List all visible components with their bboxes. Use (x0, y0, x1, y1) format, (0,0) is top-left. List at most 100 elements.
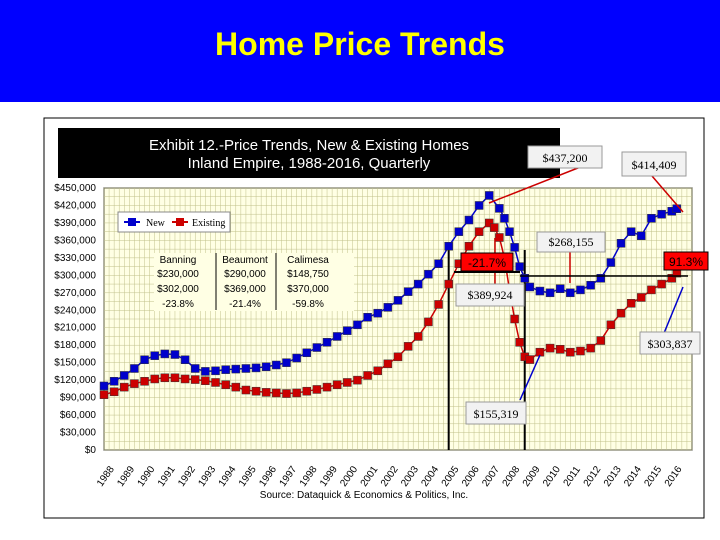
data-point-new (170, 350, 180, 359)
data-point-existing (414, 332, 423, 341)
data-point-new (282, 358, 291, 367)
data-point-new (221, 365, 230, 374)
data-point-new (322, 338, 332, 347)
data-point-existing (637, 293, 646, 302)
data-point-new (109, 377, 119, 386)
data-point-new (140, 355, 149, 365)
label-existing-peak: $389,924 (468, 288, 513, 302)
data-point-existing (606, 320, 616, 330)
source-note: Source: Dataquick & Economics & Politics… (260, 490, 468, 501)
data-point-existing (231, 382, 241, 392)
data-point-existing (495, 233, 504, 242)
data-point-existing (140, 377, 149, 386)
data-point-existing (120, 382, 129, 392)
data-point-existing (322, 382, 332, 392)
y-tick-label: $300,000 (54, 270, 96, 281)
data-point-new (505, 227, 514, 236)
y-tick-label: $240,000 (54, 305, 96, 316)
table-cell: $290,000 (224, 269, 266, 280)
data-point-existing (393, 352, 403, 362)
data-point-new (555, 284, 565, 293)
data-point-new (332, 332, 342, 341)
y-tick-label: $210,000 (54, 323, 96, 334)
data-point-new (383, 303, 393, 312)
y-tick-label: $120,000 (54, 375, 96, 386)
y-tick-label: $90,000 (60, 393, 97, 404)
data-point-existing (525, 355, 535, 364)
data-point-existing (596, 336, 606, 345)
data-point-new (495, 204, 504, 213)
data-point-new (424, 269, 433, 279)
legend-existing-label: Existing (192, 218, 225, 229)
data-point-existing (332, 380, 342, 390)
data-point-existing (424, 317, 433, 327)
data-point-existing (576, 346, 585, 356)
label-new-low: $268,155 (549, 235, 594, 249)
data-point-existing (657, 279, 666, 289)
y-axis: $0 $30,000 $60,000 $90,000 $120,000 $150,000 $… (54, 183, 96, 456)
data-point-existing (667, 273, 676, 283)
data-point-new (241, 364, 251, 373)
data-point-new (434, 259, 443, 268)
label-pct-decline: -21.7% (468, 256, 506, 270)
data-point-existing (434, 300, 443, 309)
label-box (639, 331, 701, 355)
data-point-existing (201, 376, 210, 385)
label-box (527, 145, 603, 169)
y-tick-label: $30,000 (60, 428, 97, 439)
data-point-existing (170, 373, 180, 383)
data-point-existing (221, 380, 230, 390)
data-point-existing (343, 378, 352, 387)
label-peak-new: $437,200 (543, 151, 588, 165)
legend-existing-swatch (176, 218, 184, 226)
data-point-existing (261, 388, 271, 397)
data-point-new (261, 362, 271, 371)
data-point-new (535, 286, 545, 296)
data-point-existing (363, 371, 372, 380)
data-point-new (657, 209, 666, 219)
slide-title: Home Price Trends (215, 26, 505, 62)
table-header-beaumont: Beaumont (222, 255, 268, 266)
data-point-existing (626, 299, 636, 308)
data-point-existing (211, 378, 220, 387)
label-pct-gain: 91.3% (669, 255, 703, 269)
legend-new-label: New (146, 218, 166, 229)
data-point-existing (545, 343, 555, 353)
data-point-existing (150, 374, 159, 384)
data-point-new (545, 288, 555, 298)
annotations: $437,200 $414,409 $268,155 $389,924 $155… (455, 145, 709, 425)
data-point-new (525, 282, 535, 292)
data-point-existing (312, 385, 322, 394)
leader-existing-2016 (661, 286, 684, 339)
data-point-existing (282, 389, 291, 398)
data-point-existing (510, 314, 519, 324)
data-point-new (160, 349, 170, 359)
city-table-bg (154, 253, 354, 311)
data-point-new (606, 258, 616, 267)
chart-title: Exhibit 12.-Price Trends, New & Existing… (149, 137, 469, 154)
table-cell: $302,000 (157, 284, 199, 295)
data-point-new (464, 215, 474, 225)
data-point-new (190, 364, 200, 373)
data-point-new (500, 214, 509, 223)
label-existing-2016: $303,837 (648, 337, 693, 351)
data-point-new (373, 308, 382, 318)
data-point-existing (647, 285, 656, 295)
data-point-new (596, 273, 606, 283)
data-point-new (130, 364, 139, 373)
data-point-new (626, 227, 636, 236)
leader-new-2016 (651, 175, 684, 213)
data-point-existing (241, 385, 251, 395)
data-point-existing (484, 218, 494, 228)
chart-subtitle: Inland Empire, 1988-2016, Quarterly (188, 155, 431, 172)
y-tick-label: $330,000 (54, 253, 96, 264)
y-tick-label: $270,000 (54, 288, 96, 299)
legend-new-swatch (128, 218, 136, 226)
label-box (465, 401, 527, 425)
data-point-existing (515, 338, 524, 347)
data-point-existing (383, 359, 393, 369)
data-point-new (454, 227, 464, 236)
data-point-existing (464, 241, 474, 251)
data-point-new (211, 366, 220, 376)
